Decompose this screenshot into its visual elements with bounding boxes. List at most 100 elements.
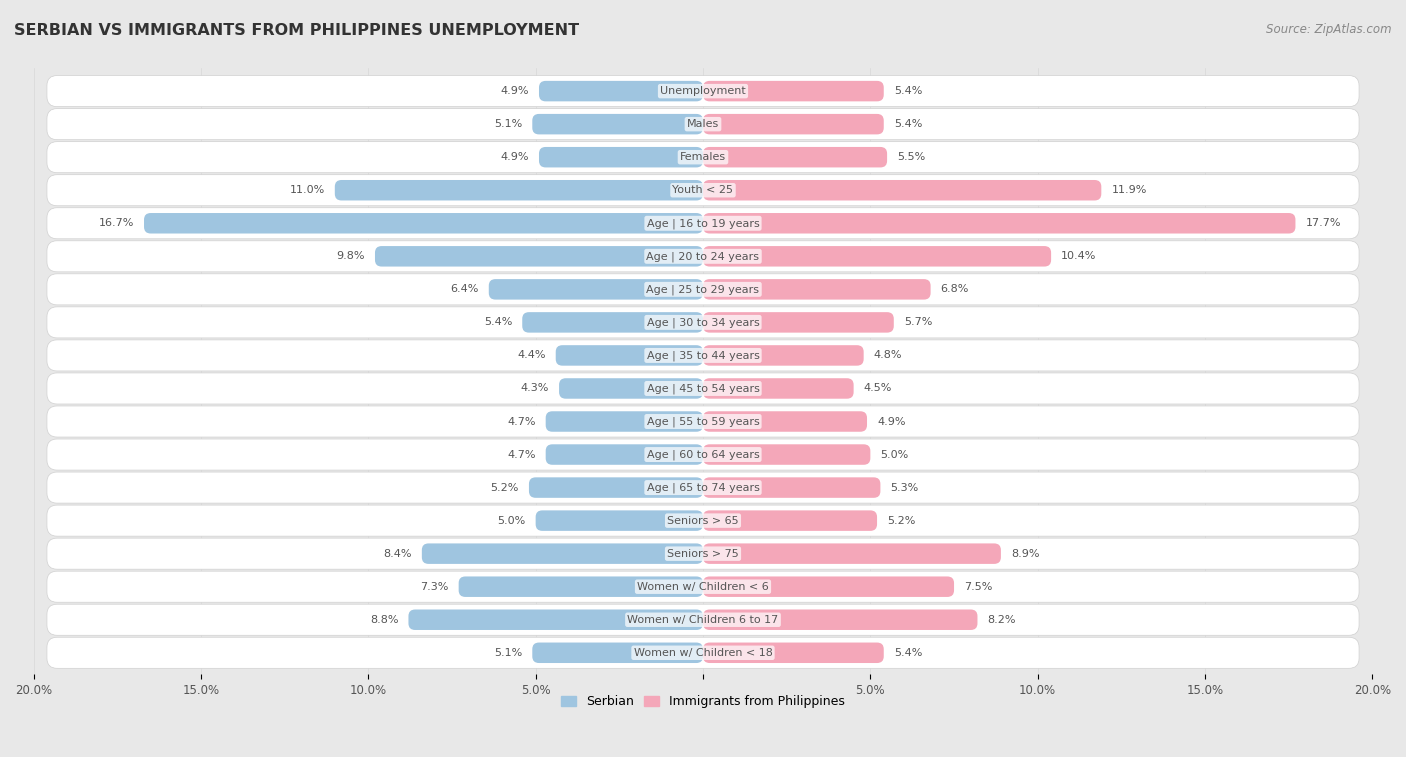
Text: 5.4%: 5.4% bbox=[894, 86, 922, 96]
FancyBboxPatch shape bbox=[703, 478, 880, 498]
Text: 7.5%: 7.5% bbox=[965, 581, 993, 592]
FancyBboxPatch shape bbox=[703, 246, 1052, 266]
Text: Males: Males bbox=[688, 119, 718, 129]
FancyBboxPatch shape bbox=[703, 510, 877, 531]
FancyBboxPatch shape bbox=[546, 444, 703, 465]
FancyBboxPatch shape bbox=[46, 538, 1360, 569]
FancyBboxPatch shape bbox=[46, 108, 1360, 140]
Text: Age | 55 to 59 years: Age | 55 to 59 years bbox=[647, 416, 759, 427]
Text: 4.7%: 4.7% bbox=[508, 450, 536, 459]
FancyBboxPatch shape bbox=[703, 81, 884, 101]
FancyBboxPatch shape bbox=[522, 312, 703, 332]
Text: Age | 25 to 29 years: Age | 25 to 29 years bbox=[647, 284, 759, 294]
FancyBboxPatch shape bbox=[560, 378, 703, 399]
FancyBboxPatch shape bbox=[46, 505, 1360, 536]
Text: 5.4%: 5.4% bbox=[894, 119, 922, 129]
FancyBboxPatch shape bbox=[46, 604, 1360, 635]
Text: SERBIAN VS IMMIGRANTS FROM PHILIPPINES UNEMPLOYMENT: SERBIAN VS IMMIGRANTS FROM PHILIPPINES U… bbox=[14, 23, 579, 38]
FancyBboxPatch shape bbox=[533, 643, 703, 663]
Text: 16.7%: 16.7% bbox=[98, 218, 134, 229]
FancyBboxPatch shape bbox=[536, 510, 703, 531]
Text: 5.1%: 5.1% bbox=[494, 648, 522, 658]
Text: 5.5%: 5.5% bbox=[897, 152, 925, 162]
Text: 5.4%: 5.4% bbox=[894, 648, 922, 658]
FancyBboxPatch shape bbox=[46, 142, 1360, 173]
FancyBboxPatch shape bbox=[538, 81, 703, 101]
Text: Unemployment: Unemployment bbox=[661, 86, 745, 96]
FancyBboxPatch shape bbox=[489, 279, 703, 300]
Text: 4.8%: 4.8% bbox=[873, 350, 903, 360]
FancyBboxPatch shape bbox=[458, 577, 703, 597]
Text: Youth < 25: Youth < 25 bbox=[672, 185, 734, 195]
Text: 7.3%: 7.3% bbox=[420, 581, 449, 592]
Text: Age | 45 to 54 years: Age | 45 to 54 years bbox=[647, 383, 759, 394]
Text: Age | 30 to 34 years: Age | 30 to 34 years bbox=[647, 317, 759, 328]
Text: Seniors > 65: Seniors > 65 bbox=[668, 516, 738, 525]
FancyBboxPatch shape bbox=[538, 147, 703, 167]
FancyBboxPatch shape bbox=[335, 180, 703, 201]
FancyBboxPatch shape bbox=[409, 609, 703, 630]
Text: 8.8%: 8.8% bbox=[370, 615, 398, 625]
Text: 5.1%: 5.1% bbox=[494, 119, 522, 129]
FancyBboxPatch shape bbox=[46, 637, 1360, 668]
FancyBboxPatch shape bbox=[46, 207, 1360, 238]
Text: 4.9%: 4.9% bbox=[877, 416, 905, 426]
FancyBboxPatch shape bbox=[46, 274, 1360, 305]
FancyBboxPatch shape bbox=[703, 444, 870, 465]
Text: Women w/ Children 6 to 17: Women w/ Children 6 to 17 bbox=[627, 615, 779, 625]
Legend: Serbian, Immigrants from Philippines: Serbian, Immigrants from Philippines bbox=[557, 690, 849, 714]
Text: 11.9%: 11.9% bbox=[1111, 185, 1147, 195]
Text: Women w/ Children < 18: Women w/ Children < 18 bbox=[634, 648, 772, 658]
FancyBboxPatch shape bbox=[46, 406, 1360, 437]
Text: 5.2%: 5.2% bbox=[491, 482, 519, 493]
Text: Age | 35 to 44 years: Age | 35 to 44 years bbox=[647, 350, 759, 360]
FancyBboxPatch shape bbox=[703, 180, 1101, 201]
Text: 5.2%: 5.2% bbox=[887, 516, 915, 525]
Text: 4.7%: 4.7% bbox=[508, 416, 536, 426]
FancyBboxPatch shape bbox=[703, 609, 977, 630]
Text: 8.2%: 8.2% bbox=[987, 615, 1017, 625]
FancyBboxPatch shape bbox=[46, 241, 1360, 272]
FancyBboxPatch shape bbox=[703, 544, 1001, 564]
Text: 5.4%: 5.4% bbox=[484, 317, 512, 327]
FancyBboxPatch shape bbox=[703, 114, 884, 135]
FancyBboxPatch shape bbox=[703, 378, 853, 399]
FancyBboxPatch shape bbox=[703, 411, 868, 431]
Text: Women w/ Children < 6: Women w/ Children < 6 bbox=[637, 581, 769, 592]
Text: Seniors > 75: Seniors > 75 bbox=[666, 549, 740, 559]
Text: 4.3%: 4.3% bbox=[520, 384, 548, 394]
FancyBboxPatch shape bbox=[46, 472, 1360, 503]
FancyBboxPatch shape bbox=[703, 577, 955, 597]
FancyBboxPatch shape bbox=[703, 643, 884, 663]
Text: 5.3%: 5.3% bbox=[890, 482, 918, 493]
Text: Age | 65 to 74 years: Age | 65 to 74 years bbox=[647, 482, 759, 493]
Text: 4.5%: 4.5% bbox=[863, 384, 891, 394]
Text: 8.4%: 8.4% bbox=[384, 549, 412, 559]
Text: 5.7%: 5.7% bbox=[904, 317, 932, 327]
FancyBboxPatch shape bbox=[46, 76, 1360, 107]
FancyBboxPatch shape bbox=[533, 114, 703, 135]
FancyBboxPatch shape bbox=[46, 307, 1360, 338]
FancyBboxPatch shape bbox=[529, 478, 703, 498]
Text: 11.0%: 11.0% bbox=[290, 185, 325, 195]
FancyBboxPatch shape bbox=[555, 345, 703, 366]
Text: 4.9%: 4.9% bbox=[501, 152, 529, 162]
Text: Age | 60 to 64 years: Age | 60 to 64 years bbox=[647, 450, 759, 459]
Text: 9.8%: 9.8% bbox=[336, 251, 366, 261]
Text: Age | 20 to 24 years: Age | 20 to 24 years bbox=[647, 251, 759, 262]
FancyBboxPatch shape bbox=[46, 175, 1360, 206]
FancyBboxPatch shape bbox=[703, 345, 863, 366]
FancyBboxPatch shape bbox=[703, 279, 931, 300]
FancyBboxPatch shape bbox=[375, 246, 703, 266]
FancyBboxPatch shape bbox=[46, 373, 1360, 404]
FancyBboxPatch shape bbox=[46, 340, 1360, 371]
FancyBboxPatch shape bbox=[546, 411, 703, 431]
Text: 4.4%: 4.4% bbox=[517, 350, 546, 360]
Text: 10.4%: 10.4% bbox=[1062, 251, 1097, 261]
Text: 4.9%: 4.9% bbox=[501, 86, 529, 96]
Text: 8.9%: 8.9% bbox=[1011, 549, 1039, 559]
FancyBboxPatch shape bbox=[703, 312, 894, 332]
Text: 5.0%: 5.0% bbox=[880, 450, 908, 459]
FancyBboxPatch shape bbox=[46, 572, 1360, 603]
Text: 6.8%: 6.8% bbox=[941, 285, 969, 294]
